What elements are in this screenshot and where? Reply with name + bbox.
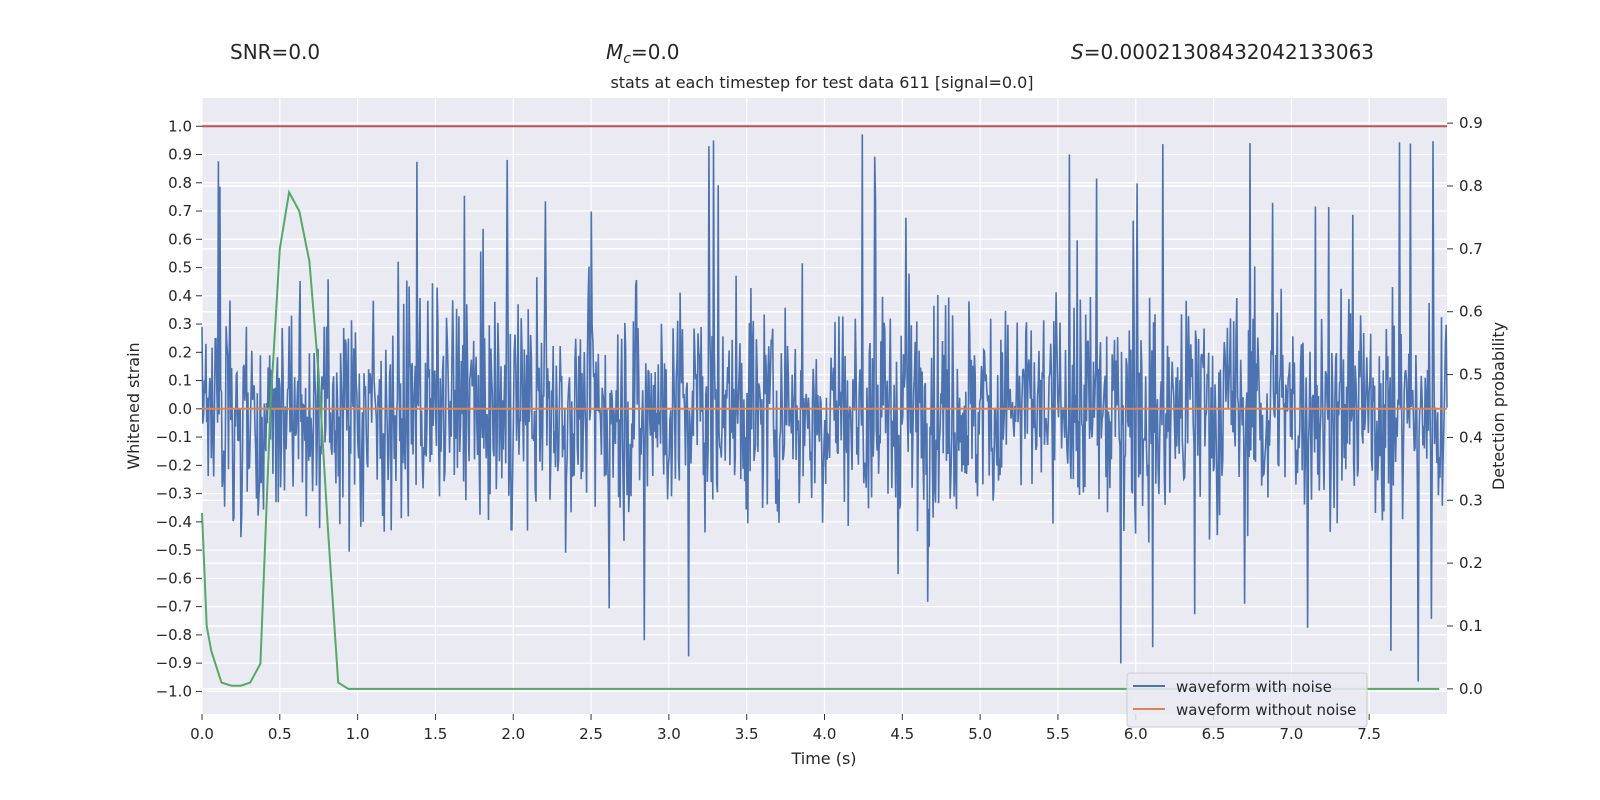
y-tick-label: −0.6 xyxy=(156,569,192,587)
y-tick-label: −0.2 xyxy=(156,456,192,474)
series-detection-probability xyxy=(201,189,1440,690)
x-tick-label: 5.0 xyxy=(968,725,992,743)
x-tick-label: 1.5 xyxy=(424,725,448,743)
snr-value: 0.0 xyxy=(288,40,321,64)
s-stat-label: S=0.00021308432042133063 xyxy=(1071,40,1374,64)
y2-tick-label: 0.7 xyxy=(1459,240,1483,258)
y-tick-label: −0.4 xyxy=(156,513,192,531)
chart-title: stats at each timestep for test data 611… xyxy=(610,73,1033,92)
series-layer xyxy=(201,125,1448,690)
y2-tick-label: 0.6 xyxy=(1459,303,1483,321)
x-tick-label: 4.0 xyxy=(813,725,837,743)
series-waveform-with-noise xyxy=(201,134,1448,682)
x-tick-label: 6.5 xyxy=(1202,725,1226,743)
legend: waveform with noise waveform without noi… xyxy=(1126,672,1368,728)
x-tick-label: 1.0 xyxy=(346,725,370,743)
y2-axis-label: Detection probability xyxy=(1489,322,1508,490)
x-tick-label: 7.0 xyxy=(1279,725,1303,743)
y2-tick-label: 0.8 xyxy=(1459,177,1483,195)
y-tick-label: 0.1 xyxy=(168,372,192,390)
snr-label: SNR=0.0 xyxy=(230,40,320,64)
y-tick-label: 0.3 xyxy=(168,315,192,333)
y-tick-label: −0.1 xyxy=(156,428,192,446)
y2-tick-label: 0.1 xyxy=(1459,617,1483,635)
snr-text: SNR= xyxy=(230,40,289,64)
y-tick-label: 0.4 xyxy=(168,287,192,305)
legend-label-clean: waveform without noise xyxy=(1176,701,1356,719)
y-tick-label: 0.9 xyxy=(168,146,192,164)
x-tick-label: 3.0 xyxy=(657,725,681,743)
chirp-mass-symbol: M xyxy=(606,40,624,64)
y-tick-label: 1.0 xyxy=(168,117,192,135)
x-axis-label: Time (s) xyxy=(790,749,856,768)
x-tick-label: 6.0 xyxy=(1124,725,1148,743)
y2-tick-label: 0.2 xyxy=(1459,554,1483,572)
y-axis-label: Whitened strain xyxy=(124,342,143,469)
y2-tick-label: 0.0 xyxy=(1459,680,1483,698)
y-tick-label: 0.6 xyxy=(168,230,192,248)
y-tick-label: −0.9 xyxy=(156,654,192,672)
x-tick-label: 5.5 xyxy=(1046,725,1070,743)
y-tick-label: 0.8 xyxy=(168,174,192,192)
x-tick-label: 2.0 xyxy=(501,725,525,743)
x-tick-label: 3.5 xyxy=(735,725,759,743)
y-tick-label: 0.2 xyxy=(168,343,192,361)
legend-box xyxy=(1126,672,1368,728)
y2-tick-label: 0.4 xyxy=(1459,428,1483,446)
y-tick-label: −0.5 xyxy=(156,541,192,559)
y-tick-label: 0.5 xyxy=(168,259,192,277)
x-tick-label: 4.5 xyxy=(890,725,914,743)
chirp-mass-value: =0.0 xyxy=(630,40,680,64)
legend-label-noise: waveform with noise xyxy=(1176,678,1332,696)
x-tick-label: 7.5 xyxy=(1357,725,1381,743)
s-stat-symbol: S xyxy=(1071,40,1084,64)
y2-tick-label: 0.5 xyxy=(1459,366,1483,384)
axes: 0.0 0.5 1.0 1.5 2.0 2.5 3.0 3.5 4.0 4.5 5.0 5.5 6.0 6… xyxy=(156,114,1483,743)
y2-tick-label: 0.9 xyxy=(1459,114,1483,132)
y-tick-label: 0.7 xyxy=(168,202,192,220)
chirp-mass-label: Mc=0.0 xyxy=(606,40,680,67)
y-tick-label: −0.8 xyxy=(156,626,192,644)
y-tick-label: 0.0 xyxy=(168,400,192,418)
y-tick-label: −1.0 xyxy=(156,682,192,700)
x-tick-label: 2.5 xyxy=(579,725,603,743)
y-tick-label: −0.3 xyxy=(156,485,192,503)
x-tick-label: 0.0 xyxy=(190,725,214,743)
chirp-mass-subscript: c xyxy=(623,51,631,67)
y2-tick-label: 0.3 xyxy=(1459,491,1483,509)
y-tick-label: −0.7 xyxy=(156,598,192,616)
s-stat-value: =0.00021308432042133063 xyxy=(1083,40,1375,64)
x-tick-label: 0.5 xyxy=(268,725,292,743)
